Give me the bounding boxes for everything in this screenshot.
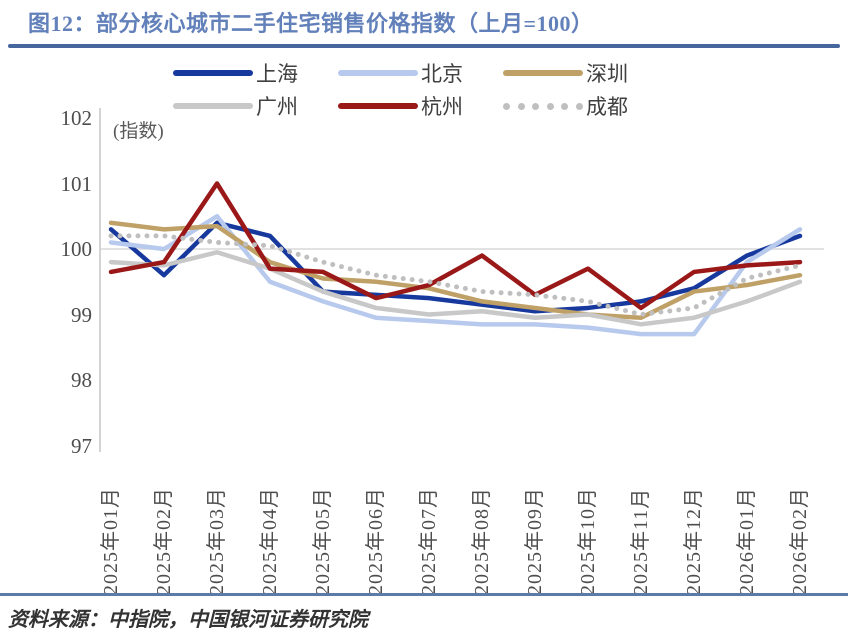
legend-line-swatch (338, 103, 418, 109)
x-tick-2025年01月: 2025年01月 (100, 487, 122, 595)
source-note: 资料来源：中指院，中国银河证券研究院 (8, 609, 368, 631)
legend-label: 北京 (421, 62, 463, 86)
legend-label: 上海 (256, 62, 298, 86)
y-tick-97: 97 (71, 433, 92, 458)
chart-title: 图12：部分核心城市二手住宅销售价格指数（上月=100） (28, 11, 594, 36)
legend-item-北京: 北京 (338, 60, 468, 86)
legend-label: 杭州 (421, 95, 463, 119)
x-tick-2026年02月: 2026年02月 (789, 487, 811, 595)
legend-item-广州: 广州 (173, 93, 303, 119)
x-tick-2025年11月: 2025年11月 (630, 487, 652, 595)
x-tick-2025年02月: 2025年02月 (153, 487, 175, 595)
y-tick-101: 101 (60, 171, 93, 196)
legend-dotted-line-swatch (503, 102, 583, 110)
legend-line-swatch (173, 103, 253, 109)
x-tick-2025年08月: 2025年08月 (471, 487, 493, 595)
series-line-上海 (108, 220, 803, 314)
series-line-广州 (108, 250, 803, 327)
y-tick-98: 98 (71, 368, 92, 392)
x-tick-2025年05月: 2025年05月 (312, 487, 334, 595)
series-line-成都 (108, 233, 803, 317)
legend-item-上海: 上海 (173, 60, 303, 86)
series-line-杭州 (108, 181, 803, 311)
legend-line-swatch (338, 70, 418, 76)
y-tick-100: 100 (60, 237, 93, 261)
legend-item-杭州: 杭州 (338, 93, 468, 119)
legend-label: 深圳 (586, 62, 628, 86)
x-tick-2025年10月: 2025年10月 (577, 487, 599, 595)
legend-item-深圳: 深圳 (503, 60, 633, 86)
x-tick-2025年07月: 2025年07月 (418, 487, 440, 595)
x-tick-2025年04月: 2025年04月 (259, 487, 281, 595)
x-tick-2026年01月: 2026年01月 (736, 487, 758, 595)
x-tick-2025年06月: 2025年06月 (365, 487, 387, 595)
x-tick-2025年12月: 2025年12月 (683, 487, 705, 595)
legend-line-swatch (503, 70, 583, 76)
series-line-深圳 (108, 220, 803, 321)
title-divider (8, 44, 840, 48)
x-tick-2025年03月: 2025年03月 (206, 487, 228, 595)
y-tick-102: 102 (60, 106, 93, 130)
legend-item-成都: 成都 (503, 93, 633, 119)
footer-divider (0, 593, 848, 596)
legend-label: 广州 (256, 95, 298, 119)
y-tick-99: 99 (71, 302, 92, 327)
legend-line-swatch (173, 70, 253, 76)
chart-legend: 上海 北京 深圳广州 杭州 成都 (173, 60, 633, 119)
x-tick-2025年09月: 2025年09月 (524, 487, 546, 595)
legend-label: 成都 (586, 95, 628, 119)
y-axis-unit-label: (指数) (113, 121, 164, 142)
series-line-北京 (108, 214, 803, 337)
